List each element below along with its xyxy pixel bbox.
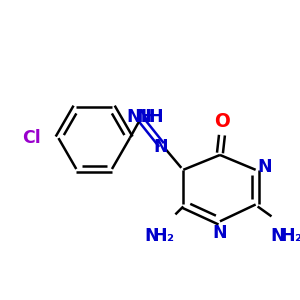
Text: O: O xyxy=(214,112,230,131)
Text: H: H xyxy=(280,227,295,245)
Text: N: N xyxy=(144,227,159,245)
Text: H: H xyxy=(152,227,167,245)
Text: N: N xyxy=(136,108,151,126)
Text: N: N xyxy=(213,224,227,242)
Text: Cl: Cl xyxy=(22,129,40,147)
Text: N: N xyxy=(257,158,272,176)
Text: N: N xyxy=(270,227,285,245)
Text: ₂: ₂ xyxy=(166,229,173,244)
Text: NH: NH xyxy=(126,108,155,126)
Text: H: H xyxy=(148,108,163,126)
Text: N: N xyxy=(153,138,168,156)
Text: ₂: ₂ xyxy=(294,229,300,244)
